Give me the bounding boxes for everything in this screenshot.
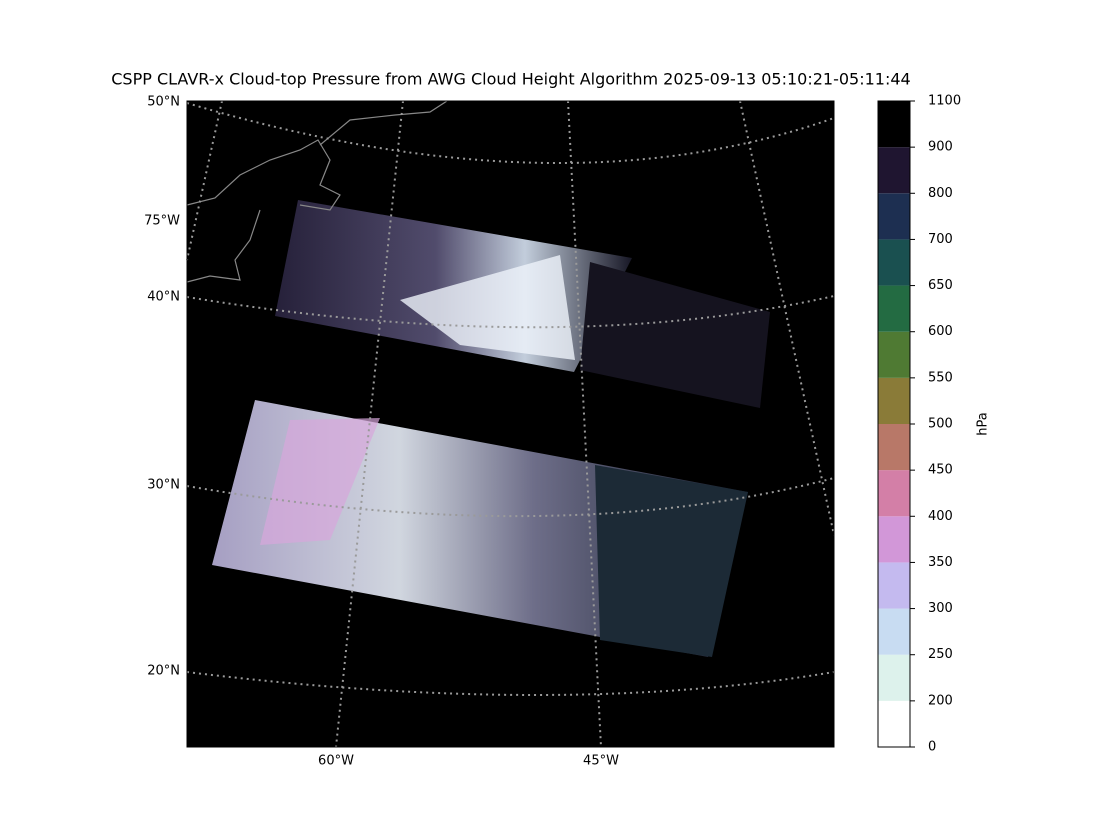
cloud-swath [260, 418, 380, 545]
colorbar-band [878, 377, 910, 424]
colorbar-tick-label: 700 [928, 232, 953, 247]
graticule [739, 100, 835, 536]
lat-label: 40°N [147, 290, 180, 305]
graticule [335, 100, 404, 748]
colorbar-tick-label: 600 [928, 324, 953, 339]
title: CSPP CLAVR-x Cloud-top Pressure from AWG… [111, 70, 910, 89]
graticule [186, 477, 835, 518]
lon-label: 60°W [318, 754, 354, 769]
graticule [186, 671, 835, 696]
lat-label: 50°N [147, 95, 180, 110]
colorbar-tick-label: 0 [928, 740, 936, 755]
colorbar-band [878, 193, 910, 240]
colorbar-tick-label: 350 [928, 555, 953, 570]
colorbar-tick-label: 500 [928, 417, 953, 432]
colorbar-tick-label: 400 [928, 509, 953, 524]
colorbar-band [878, 285, 910, 332]
colorbar-tick-label: 900 [928, 140, 953, 155]
colorbar-band [878, 101, 910, 148]
colorbar-band [878, 424, 910, 471]
lon-label: 45°W [583, 754, 619, 769]
map [186, 100, 835, 748]
colorbar-band [878, 331, 910, 378]
colorbar-tick-label: 300 [928, 601, 953, 616]
colorbar-band [878, 562, 910, 609]
cloud-swath [580, 262, 770, 408]
cloud-swath [400, 255, 575, 360]
colorbar-tick-label: 650 [928, 278, 953, 293]
lat-label: 20°N [147, 664, 180, 679]
cloud-swath [595, 465, 748, 657]
colorbar-band [878, 654, 910, 701]
colorbar-band [878, 239, 910, 286]
colorbar-tick-label: 200 [928, 693, 953, 708]
lat-label: 30°N [147, 478, 180, 493]
colorbar: 0 200 250 300 350 400 450 500 550 600 650 700 800 900… [877, 94, 961, 755]
colorbar-band [878, 608, 910, 655]
graticule [186, 295, 835, 329]
colorbar-tick-label: 550 [928, 370, 953, 385]
colorbar-label: hPa [976, 412, 991, 435]
graticule [186, 102, 835, 165]
map-frame [186, 100, 835, 748]
colorbar-band [878, 147, 910, 194]
colorbar-tick-label: 800 [928, 186, 953, 201]
colorbar-tick-label: 1100 [928, 94, 961, 109]
colorbar-tick-label: 450 [928, 463, 953, 478]
colorbar-tick-label: 250 [928, 647, 953, 662]
colorbar-band [878, 470, 910, 517]
lat-label: 75°W [144, 214, 180, 229]
coastline [186, 100, 448, 283]
colorbar-band [878, 700, 910, 747]
colorbar-band [878, 516, 910, 563]
